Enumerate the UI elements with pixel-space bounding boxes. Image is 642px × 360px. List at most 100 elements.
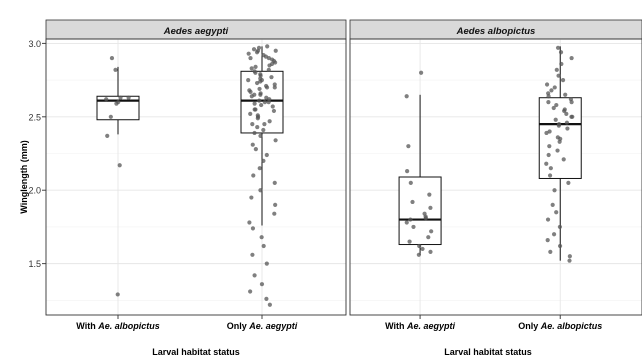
data-point [428, 249, 433, 254]
data-point [557, 224, 563, 230]
data-point [113, 67, 118, 72]
data-point [407, 239, 412, 244]
data-point [553, 117, 558, 122]
data-point [104, 97, 109, 102]
y-tick-label: 3.0 [28, 39, 41, 49]
data-point [252, 130, 257, 136]
x-tick-label-prefix: With [76, 321, 98, 331]
data-point [404, 220, 409, 225]
data-point [266, 67, 271, 72]
data-point [246, 51, 251, 56]
data-point [547, 129, 552, 134]
data-point [554, 210, 559, 215]
data-point [115, 292, 120, 297]
data-point [547, 144, 552, 149]
data-point [272, 211, 277, 216]
iqr-box [398, 176, 442, 246]
data-point [420, 246, 425, 252]
data-point [247, 220, 252, 225]
facet-panel: Aedes aegypti With Ae. albopictus Only Ae.… [45, 19, 347, 357]
data-point [555, 148, 560, 153]
data-point [262, 122, 267, 127]
data-point [252, 101, 257, 106]
data-point [270, 104, 275, 109]
data-point [408, 217, 413, 222]
data-point [265, 44, 270, 49]
data-point [562, 107, 567, 112]
data-point [549, 88, 554, 93]
data-point [567, 254, 572, 259]
data-point [249, 195, 254, 200]
data-point [561, 157, 566, 162]
x-tick-label-species: Ae. albopictus [540, 321, 603, 331]
data-point [259, 235, 264, 240]
x-tick-label-species: Ae. aegypti [406, 321, 456, 331]
data-point [546, 100, 551, 105]
data-point [246, 78, 251, 83]
data-point [261, 158, 266, 163]
data-point [272, 180, 277, 185]
data-point [250, 122, 255, 127]
facet-title: Aedes albopictus [456, 26, 536, 37]
data-point [254, 80, 260, 86]
data-point [426, 235, 431, 240]
data-point [247, 88, 252, 93]
data-point [252, 92, 257, 97]
x-tick-label-prefix: With [385, 321, 407, 331]
data-point [269, 57, 275, 62]
data-point [410, 199, 415, 205]
x-tick-label: Only Ae. albopictus [518, 321, 602, 331]
data-point [557, 243, 563, 249]
data-point [544, 161, 549, 166]
data-point [264, 261, 269, 266]
data-point [550, 202, 555, 207]
data-point [419, 70, 424, 75]
data-point [252, 273, 257, 278]
data-point [261, 127, 266, 133]
panel-border [349, 38, 642, 316]
facet-panel: Aedes albopictus With Ae. aegypti Only Ae.… [349, 19, 642, 357]
data-point [564, 120, 570, 125]
data-point [548, 166, 553, 171]
data-point [552, 188, 557, 193]
y-axis-label: Winglength (mm) [19, 140, 29, 213]
data-point [250, 142, 255, 147]
data-point [250, 226, 256, 231]
data-point [428, 205, 433, 210]
data-point [264, 95, 269, 100]
data-point [554, 102, 559, 108]
data-point [545, 238, 550, 243]
data-point [261, 243, 266, 249]
panel-background [46, 39, 346, 315]
data-point [566, 180, 571, 185]
data-point [416, 252, 421, 257]
y-tick-label: 2.0 [28, 186, 41, 196]
data-point [253, 64, 258, 69]
data-point [422, 211, 427, 216]
data-point [248, 289, 253, 294]
data-point [116, 100, 121, 105]
data-point [109, 55, 115, 61]
data-point [255, 114, 261, 119]
data-point [251, 173, 256, 178]
facet-title: Aedes aegypti [163, 26, 229, 37]
plot-root: Winglength (mm) 1.5 2.0 2.5 3.0 Aedes aegypti… [19, 19, 642, 357]
data-point [551, 105, 556, 111]
data-point [545, 217, 551, 222]
x-tick-label: Only Ae. aegypti [227, 321, 298, 331]
data-point [417, 243, 422, 249]
data-point [558, 50, 564, 55]
data-point [271, 108, 277, 114]
data-point [560, 78, 566, 83]
data-point [427, 192, 432, 197]
data-point [563, 92, 568, 97]
data-point [269, 75, 274, 80]
y-tick-label: 1.5 [28, 259, 41, 269]
data-point [544, 82, 550, 87]
data-point [408, 180, 413, 185]
data-point [257, 86, 262, 92]
data-point [272, 85, 277, 90]
x-tick-label-species: Ae. albopictus [97, 321, 160, 331]
data-point [569, 55, 574, 61]
panel-border [45, 38, 347, 316]
